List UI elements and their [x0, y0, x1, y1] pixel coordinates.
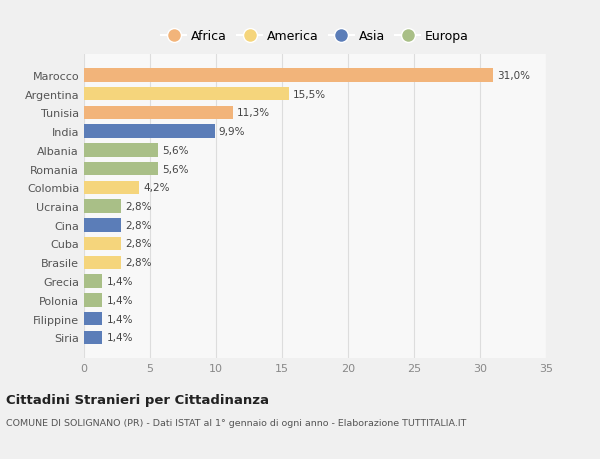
Bar	[84, 256, 121, 269]
Text: 1,4%: 1,4%	[106, 314, 133, 324]
Text: 11,3%: 11,3%	[237, 108, 270, 118]
Bar	[84, 69, 493, 82]
Text: 31,0%: 31,0%	[497, 71, 530, 81]
Bar	[84, 125, 215, 139]
Bar	[84, 274, 103, 288]
Text: 2,8%: 2,8%	[125, 257, 151, 268]
Text: 9,9%: 9,9%	[218, 127, 245, 137]
Bar	[84, 331, 103, 344]
Text: 1,4%: 1,4%	[106, 295, 133, 305]
Bar	[84, 293, 103, 307]
Bar	[84, 312, 103, 325]
Text: 5,6%: 5,6%	[162, 164, 188, 174]
Bar	[84, 181, 139, 195]
Legend: Africa, America, Asia, Europa: Africa, America, Asia, Europa	[156, 25, 474, 48]
Bar	[84, 88, 289, 101]
Text: 1,4%: 1,4%	[106, 276, 133, 286]
Bar	[84, 106, 233, 120]
Text: 2,8%: 2,8%	[125, 202, 151, 212]
Bar	[84, 218, 121, 232]
Text: COMUNE DI SOLIGNANO (PR) - Dati ISTAT al 1° gennaio di ogni anno - Elaborazione : COMUNE DI SOLIGNANO (PR) - Dati ISTAT al…	[6, 418, 466, 427]
Bar	[84, 200, 121, 213]
Text: 2,8%: 2,8%	[125, 220, 151, 230]
Text: 2,8%: 2,8%	[125, 239, 151, 249]
Text: 1,4%: 1,4%	[106, 332, 133, 342]
Bar	[84, 162, 158, 176]
Bar	[84, 237, 121, 251]
Text: Cittadini Stranieri per Cittadinanza: Cittadini Stranieri per Cittadinanza	[6, 393, 269, 406]
Text: 4,2%: 4,2%	[143, 183, 170, 193]
Text: 15,5%: 15,5%	[293, 90, 326, 99]
Bar	[84, 144, 158, 157]
Text: 5,6%: 5,6%	[162, 146, 188, 156]
